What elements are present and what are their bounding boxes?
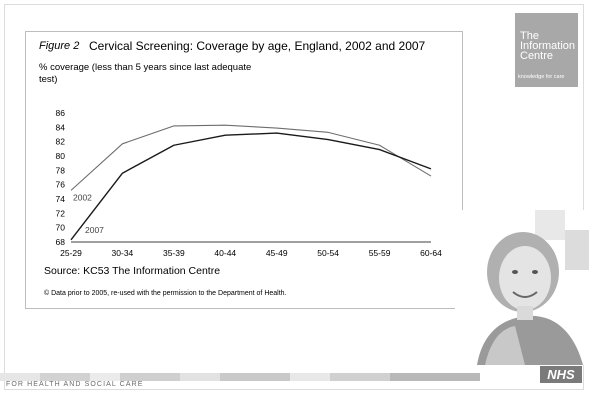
series-line-2002: [70, 124, 432, 191]
y-tick-label: 82: [56, 137, 66, 147]
logo-line-1: The: [520, 30, 539, 42]
x-tick-label: 45-49: [266, 248, 288, 258]
y-tick-label: 74: [56, 194, 66, 204]
chart-panel: Figure 2 Cervical Screening: Coverage by…: [25, 31, 463, 309]
figure-label: Figure 2: [39, 40, 80, 52]
x-tick-label: 30-34: [112, 248, 134, 258]
y-tick-label: 78: [56, 165, 66, 175]
y-tick-label: 76: [56, 180, 66, 190]
logo-line-3: Centre: [520, 50, 554, 62]
woman-portrait-image: [455, 210, 589, 365]
line-chart: 68 70 72 74 76 78 80 82 84 86 25-29 30-34 35-39 40-44…: [56, 108, 443, 258]
copyright-note: © Data prior to 2005, re-used with the p…: [44, 290, 287, 297]
y-axis-label: % coverage (less than 5 years since last…: [39, 62, 252, 85]
footer-band: [0, 373, 480, 381]
y-tick-label: 68: [56, 237, 66, 247]
series-label-2002: 2002: [73, 192, 92, 202]
y-tick-label: 70: [56, 223, 66, 233]
y-tick-label: 80: [56, 151, 66, 161]
footer-text: FOR HEALTH AND SOCIAL CARE: [6, 381, 144, 388]
x-tick-label: 60-64: [420, 248, 442, 258]
x-tick-label: 35-39: [163, 248, 185, 258]
information-centre-logo: The Information Centre: [515, 13, 578, 87]
y-tick-label: 72: [56, 208, 66, 218]
series-label-2007: 2007: [85, 225, 104, 235]
series-line-2007: [70, 132, 432, 241]
chart-title: Cervical Screening: Coverage by age, Eng…: [89, 39, 426, 53]
source-note: Source: KC53 The Information Centre: [44, 265, 221, 277]
slide-border: [4, 4, 584, 390]
logo-line-2: Information: [520, 40, 576, 52]
x-tick-label: 50-54: [317, 248, 339, 258]
y-tick-label: 86: [56, 108, 66, 118]
logo-tagline: knowledge for care: [518, 74, 565, 80]
nhs-logo: NHS: [540, 366, 582, 383]
y-tick-label: 84: [56, 122, 66, 132]
x-tick-label: 25-29: [60, 248, 82, 258]
x-tick-label: 55-59: [369, 248, 391, 258]
x-tick-label: 40-44: [214, 248, 236, 258]
